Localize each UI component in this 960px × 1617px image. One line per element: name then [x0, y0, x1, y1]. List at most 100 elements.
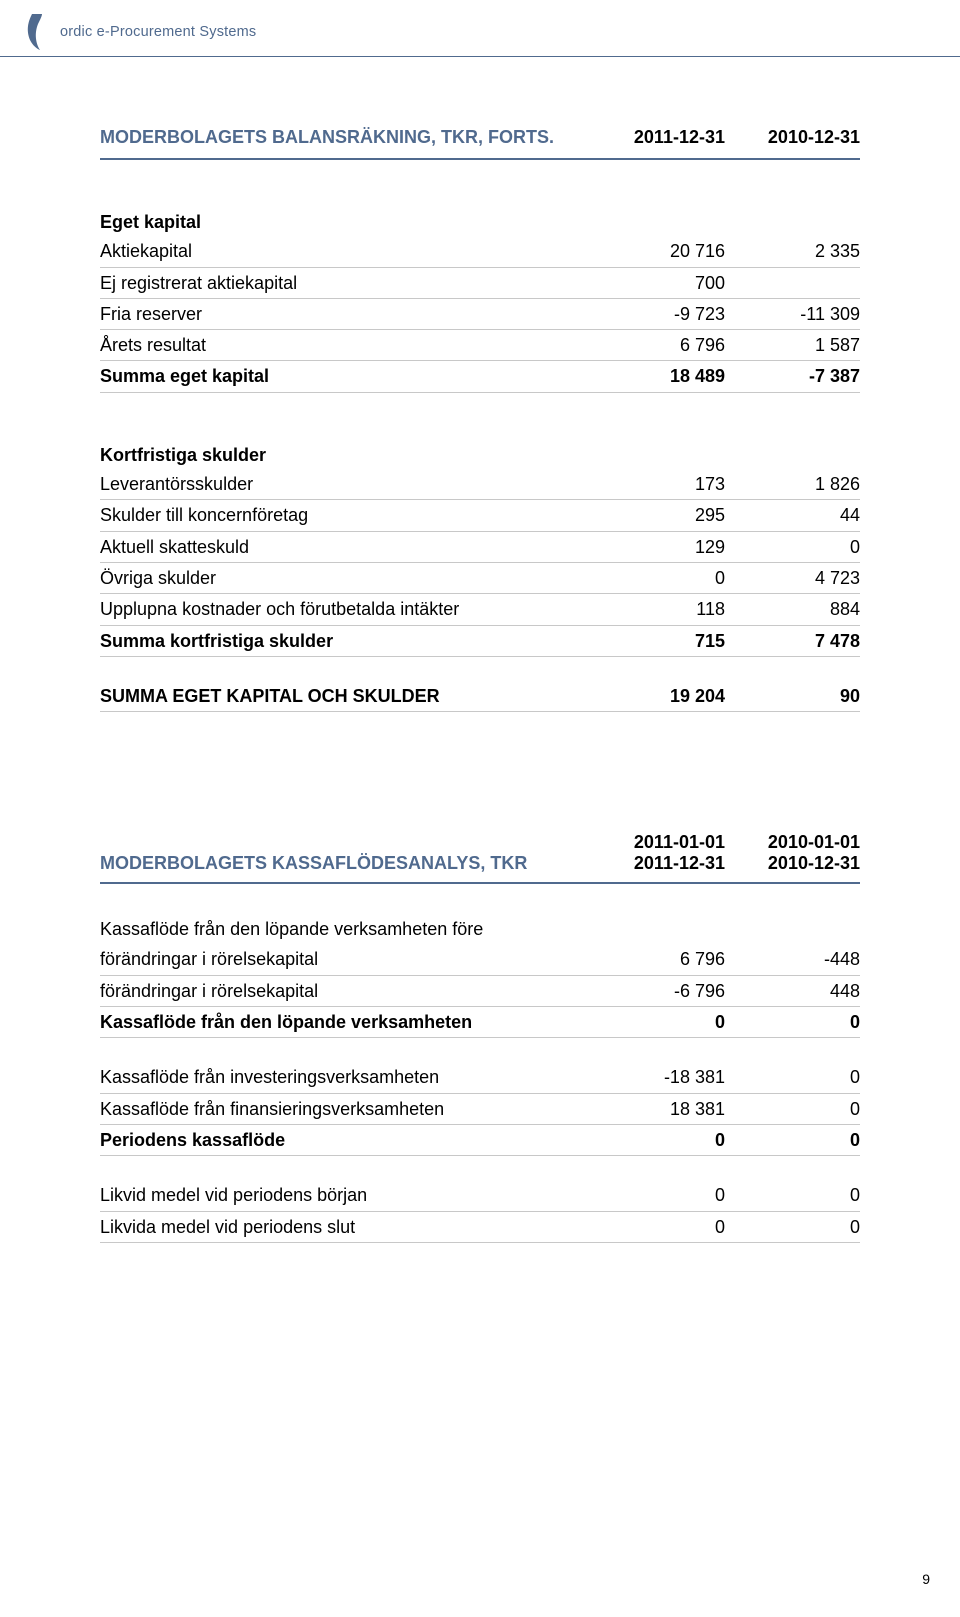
period-label: Periodens kassaflöde [100, 1128, 590, 1152]
row-v2: 0 [725, 535, 860, 559]
row-label: Kassaflöde från finansieringsverksamhete… [100, 1097, 590, 1121]
summa-label: Kassaflöde från den löpande verksamheten [100, 1010, 590, 1034]
row-label: Ej registrerat aktiekapital [100, 271, 590, 295]
row-v1: 20 716 [590, 239, 725, 263]
row-v1: -18 381 [590, 1065, 725, 1089]
summa-v1: 18 489 [590, 364, 725, 388]
section2-date1-top: 2011-01-01 [590, 832, 725, 853]
page-number: 9 [922, 1571, 930, 1587]
kassa-block1: Kassaflöde från den löpande verksamheten… [100, 914, 860, 1038]
table-row: Kassaflöde från finansieringsverksamhete… [100, 1094, 860, 1125]
row-v2: 44 [725, 503, 860, 527]
summa-label: Summa kortfristiga skulder [100, 629, 590, 653]
row-v1: 18 381 [590, 1097, 725, 1121]
table-row: förändringar i rörelsekapital-6 796448 [100, 976, 860, 1007]
row-label: Övriga skulder [100, 566, 590, 590]
row-v1: 118 [590, 597, 725, 621]
periodens-kassa: Periodens kassaflöde 0 0 [100, 1125, 860, 1156]
row-v2: 1 826 [725, 472, 860, 496]
section1-title: MODERBOLAGETS BALANSRÄKNING, TKR, FORTS. [100, 127, 590, 154]
row-v2: 0 [725, 1065, 860, 1089]
row-label: förändringar i rörelsekapital [100, 947, 590, 971]
row-label: Fria reserver [100, 302, 590, 326]
period-v2: 0 [725, 1128, 860, 1152]
eget-kapital-header: Eget kapital [100, 184, 860, 236]
table-row: Aktuell skatteskuld1290 [100, 532, 860, 563]
row-v1: 6 796 [590, 333, 725, 357]
brand-logo: ordic e-Procurement Systems [24, 14, 936, 50]
logo-swoosh-icon [24, 14, 54, 50]
table-row: Kassaflöde från den löpande verksamheten… [100, 914, 860, 944]
summa-v2: 7 478 [725, 629, 860, 653]
kortfristiga-table: Kortfristiga skulder Leverantörsskulder1… [100, 417, 860, 657]
row-v2: 2 335 [725, 239, 860, 263]
row-v2: 0 [725, 1183, 860, 1207]
section2-rule [100, 882, 860, 884]
row-label: Leverantörsskulder [100, 472, 590, 496]
row-label: Kassaflöde från investeringsverksamheten [100, 1065, 590, 1089]
total-label: SUMMA EGET KAPITAL OCH SKULDER [100, 684, 590, 708]
row-v2: 1 587 [725, 333, 860, 357]
table-row: Likvida medel vid periodens slut00 [100, 1212, 860, 1243]
row-v2: 448 [725, 979, 860, 1003]
group-header-label: Eget kapital [100, 210, 590, 234]
summa-label: Summa eget kapital [100, 364, 590, 388]
row-label: Upplupna kostnader och förutbetalda intä… [100, 597, 590, 621]
summa-eget-kapital: Summa eget kapital 18 489 -7 387 [100, 361, 860, 392]
row-label: förändringar i rörelsekapital [100, 979, 590, 1003]
summa-v2: -7 387 [725, 364, 860, 388]
row-label: Aktiekapital [100, 239, 590, 263]
total-v1: 19 204 [590, 684, 725, 708]
total-row-wrap: SUMMA EGET KAPITAL OCH SKULDER 19 204 90 [100, 681, 860, 712]
kortfristiga-header: Kortfristiga skulder [100, 417, 860, 469]
group-header-label: Kortfristiga skulder [100, 443, 590, 467]
section1-rule [100, 158, 860, 160]
row-v2: 0 [725, 1097, 860, 1121]
table-row: Fria reserver-9 723-11 309 [100, 299, 860, 330]
row-v2: 884 [725, 597, 860, 621]
row-label: Likvida medel vid periodens slut [100, 1215, 590, 1239]
row-v1: -6 796 [590, 979, 725, 1003]
row-v2 [725, 271, 860, 295]
table-row: Leverantörsskulder1731 826 [100, 469, 860, 500]
row-v1: 0 [590, 1183, 725, 1207]
row-v2 [725, 917, 860, 941]
table-row: Årets resultat6 7961 587 [100, 330, 860, 361]
table-row: Kassaflöde från investeringsverksamheten… [100, 1062, 860, 1093]
kassa-block3: Likvid medel vid periodens början00Likvi… [100, 1180, 860, 1243]
row-v1: 295 [590, 503, 725, 527]
row-label: Likvid medel vid periodens början [100, 1183, 590, 1207]
section2-date1-bot: 2011-12-31 [590, 853, 725, 878]
table-row: Övriga skulder04 723 [100, 563, 860, 594]
summa-lopande: Kassaflöde från den löpande verksamheten… [100, 1007, 860, 1038]
summa-kortfristiga: Summa kortfristiga skulder 715 7 478 [100, 626, 860, 657]
table-row: Ej registrerat aktiekapital700 [100, 268, 860, 299]
page-content: MODERBOLAGETS BALANSRÄKNING, TKR, FORTS.… [0, 57, 960, 1283]
total-v2: 90 [725, 684, 860, 708]
table-row: Upplupna kostnader och förutbetalda intä… [100, 594, 860, 625]
table-row: Aktiekapital20 7162 335 [100, 236, 860, 267]
row-v1: 700 [590, 271, 725, 295]
summa-v2: 0 [725, 1010, 860, 1034]
section1-date2: 2010-12-31 [725, 127, 860, 154]
row-label: Aktuell skatteskuld [100, 535, 590, 559]
row-v2: -11 309 [725, 302, 860, 326]
row-label: Kassaflöde från den löpande verksamheten… [100, 917, 590, 941]
section2-header: 2011-01-01 2010-01-01 MODERBOLAGETS KASS… [100, 832, 860, 884]
table-row: förändringar i rörelsekapital6 796-448 [100, 944, 860, 975]
summa-v1: 0 [590, 1010, 725, 1034]
row-v1: 0 [590, 566, 725, 590]
period-v1: 0 [590, 1128, 725, 1152]
row-label: Skulder till koncernföretag [100, 503, 590, 527]
summa-total: SUMMA EGET KAPITAL OCH SKULDER 19 204 90 [100, 681, 860, 712]
page-header: ordic e-Procurement Systems [0, 0, 960, 57]
table-row: Likvid medel vid periodens början00 [100, 1180, 860, 1211]
row-v1: 129 [590, 535, 725, 559]
section1-header: MODERBOLAGETS BALANSRÄKNING, TKR, FORTS.… [100, 127, 860, 160]
row-v2: -448 [725, 947, 860, 971]
row-v2: 0 [725, 1215, 860, 1239]
row-v2: 4 723 [725, 566, 860, 590]
table-row: Skulder till koncernföretag29544 [100, 500, 860, 531]
row-label: Årets resultat [100, 333, 590, 357]
row-v1 [590, 917, 725, 941]
